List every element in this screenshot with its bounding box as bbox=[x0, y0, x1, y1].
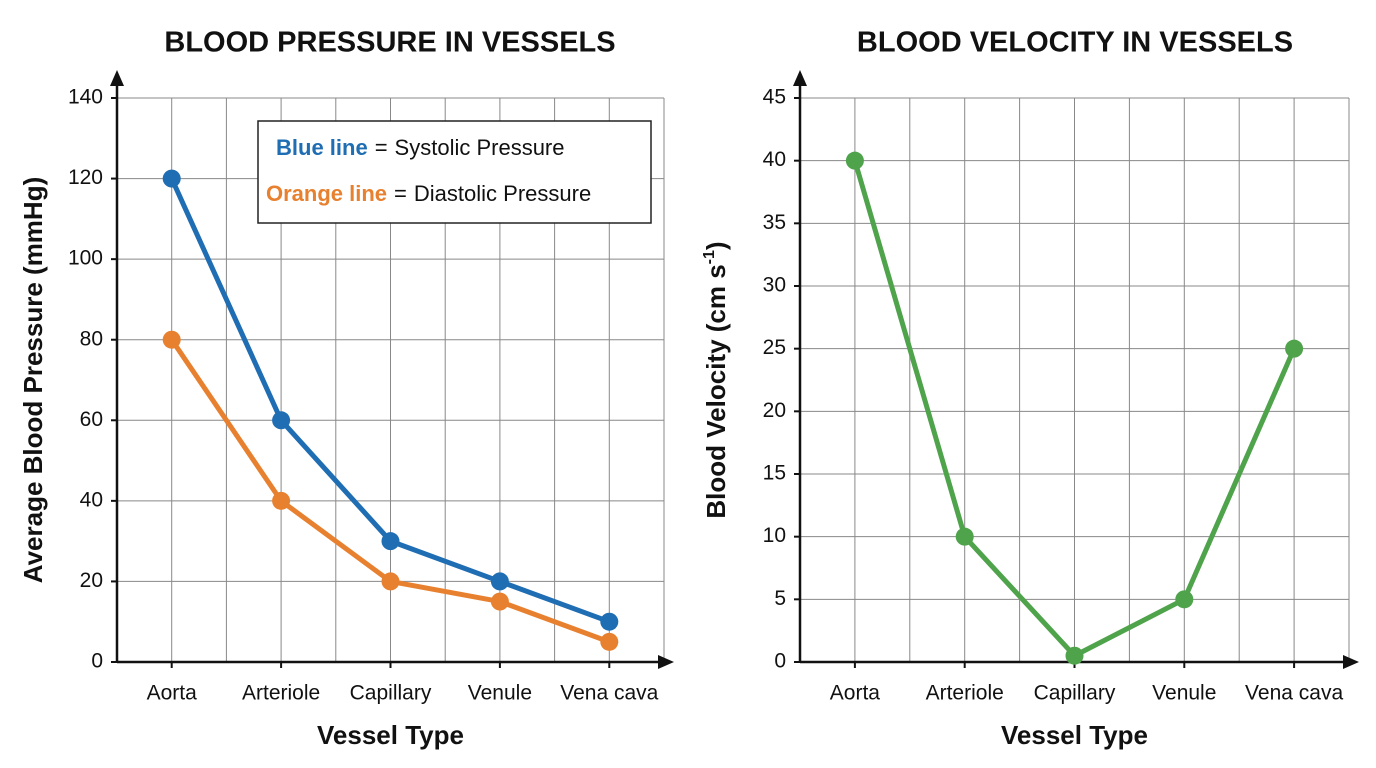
y-axis-title-part: Average Blood Pressure (mmHg) bbox=[18, 177, 48, 583]
y-axis-title: Average Blood Pressure (mmHg) bbox=[18, 177, 48, 583]
x-axis-title: Vessel Type bbox=[317, 720, 464, 750]
y-axis-title-part: -1 bbox=[701, 250, 718, 264]
legend-key: Blue line bbox=[276, 135, 368, 160]
x-arrow bbox=[658, 655, 674, 669]
x-arrow bbox=[1343, 655, 1359, 669]
y-tick-label: 25 bbox=[763, 336, 786, 359]
point bbox=[272, 491, 291, 510]
y-tick-label: 20 bbox=[80, 569, 103, 592]
x-tick-label: Aorta bbox=[147, 682, 198, 705]
y-tick-label: 100 bbox=[68, 247, 103, 270]
point bbox=[490, 572, 509, 591]
y-tick-label: 40 bbox=[80, 488, 103, 511]
y-tick-label: 35 bbox=[763, 211, 786, 234]
point bbox=[1285, 339, 1304, 358]
y-tick-label: 120 bbox=[68, 166, 103, 189]
x-axis-title: Vessel Type bbox=[1001, 720, 1148, 750]
y-arrow bbox=[110, 70, 124, 86]
point bbox=[1175, 590, 1194, 609]
point bbox=[955, 527, 974, 546]
y-axis-title-part: ) bbox=[701, 241, 731, 250]
x-tick-label: Vena cava bbox=[560, 682, 658, 705]
y-tick-label: 140 bbox=[68, 86, 103, 109]
point bbox=[600, 612, 619, 631]
legend-entry: Orange line = Diastolic Pressure bbox=[266, 181, 591, 206]
x-tick-label: Capillary bbox=[350, 682, 432, 705]
y-tick-label: 10 bbox=[763, 524, 786, 547]
point bbox=[162, 330, 181, 349]
legend-entry: Blue line = Systolic Pressure bbox=[276, 135, 565, 160]
y-tick-label: 20 bbox=[763, 399, 786, 422]
chart-title: BLOOD VELOCITY IN VESSELS bbox=[857, 27, 1293, 59]
legend-label: Systolic Pressure bbox=[395, 135, 565, 160]
y-tick-label: 0 bbox=[774, 650, 786, 673]
x-tick-label: Vena cava bbox=[1245, 682, 1343, 705]
y-tick-label: 40 bbox=[763, 148, 786, 171]
point bbox=[381, 532, 400, 551]
legend-box bbox=[257, 120, 652, 224]
x-tick-label: Arteriole bbox=[242, 682, 320, 705]
legend-separator: = bbox=[394, 181, 407, 206]
legend-key: Orange line bbox=[266, 181, 387, 206]
chart-title: BLOOD PRESSURE IN VESSELS bbox=[164, 27, 615, 59]
x-tick-label: Aorta bbox=[830, 682, 881, 705]
point bbox=[272, 411, 291, 430]
y-tick-label: 5 bbox=[774, 587, 786, 610]
point bbox=[381, 572, 400, 591]
y-tick-label: 80 bbox=[80, 327, 103, 350]
x-tick-label: Venule bbox=[468, 682, 532, 705]
x-tick-label: Venule bbox=[1152, 682, 1216, 705]
y-tick-label: 15 bbox=[763, 462, 786, 485]
point bbox=[1065, 646, 1084, 665]
point bbox=[162, 169, 181, 188]
point bbox=[600, 632, 619, 651]
y-tick-label: 0 bbox=[91, 650, 103, 673]
legend-separator: = bbox=[375, 135, 388, 160]
y-axis-title: Blood Velocity (cm s-1) bbox=[701, 241, 731, 518]
y-tick-label: 60 bbox=[80, 408, 103, 431]
y-tick-label: 45 bbox=[763, 86, 786, 109]
point bbox=[490, 592, 509, 611]
legend-label: Diastolic Pressure bbox=[414, 181, 591, 206]
x-tick-label: Capillary bbox=[1034, 682, 1116, 705]
y-tick-label: 30 bbox=[763, 274, 786, 297]
point bbox=[845, 151, 864, 170]
x-tick-label: Arteriole bbox=[926, 682, 1004, 705]
y-axis-title-part: Blood Velocity (cm s bbox=[701, 264, 731, 518]
y-arrow bbox=[793, 70, 807, 86]
